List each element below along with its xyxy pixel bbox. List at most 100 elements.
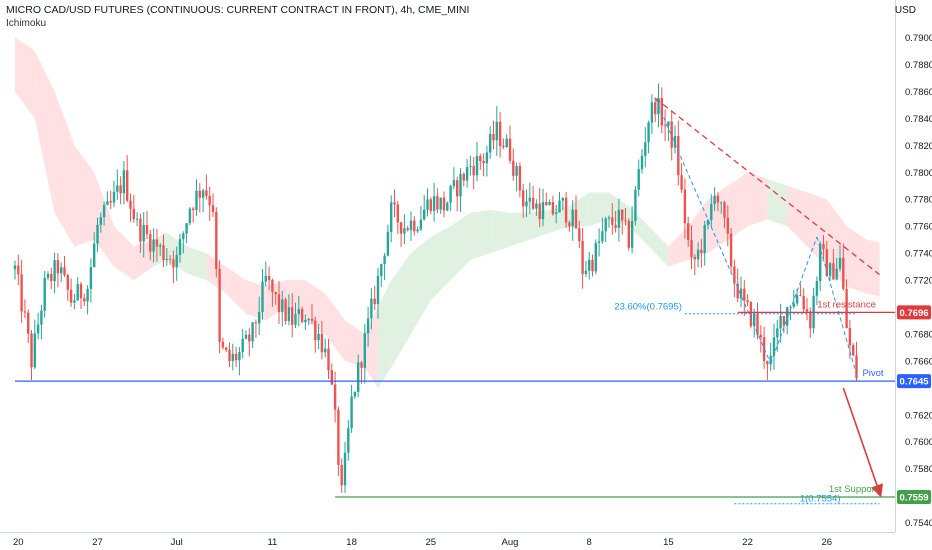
candle-body xyxy=(271,279,274,293)
candle-body xyxy=(231,353,234,362)
cloud-segment xyxy=(450,212,471,281)
candle-body xyxy=(799,295,802,297)
candle-body xyxy=(419,219,423,230)
candle-body xyxy=(317,333,320,341)
resistance-price-tag-text: 0.7696 xyxy=(899,308,928,319)
x-tick-label: Aug xyxy=(502,537,519,548)
candle-body xyxy=(277,294,281,313)
candle-body xyxy=(591,259,594,272)
candle-body xyxy=(782,316,786,326)
candle-body xyxy=(192,208,195,211)
support-label: 1st Support xyxy=(829,484,878,495)
cloud-segment xyxy=(345,320,365,368)
candle-body xyxy=(710,204,713,221)
cloud-segment xyxy=(668,226,689,267)
cloud-segment xyxy=(807,192,827,267)
candle-body xyxy=(571,209,574,227)
candle-body xyxy=(248,334,251,342)
cloud-segment xyxy=(549,205,570,233)
candle-body xyxy=(23,311,27,313)
candle-body xyxy=(677,136,680,176)
pivot-price-tag-bg xyxy=(897,374,931,389)
candle-body xyxy=(267,275,271,280)
candle-body xyxy=(314,320,317,341)
candle-body xyxy=(43,277,46,311)
chart-header: MICRO CAD/USD FUTURES (CONTINUOUS: CURRE… xyxy=(6,4,469,30)
candle-body xyxy=(469,166,472,168)
y-tick-label: 0.7620 xyxy=(905,410,932,421)
x-tick-label: 8 xyxy=(587,537,592,548)
y-tick-label: 0.7680 xyxy=(905,329,932,340)
candle-body xyxy=(601,231,604,242)
cloud-segment xyxy=(364,307,378,388)
candle-body xyxy=(343,452,347,486)
candle-body xyxy=(281,299,284,313)
cloud-segment xyxy=(628,205,649,247)
candle-body xyxy=(241,338,244,352)
candle-body xyxy=(376,276,380,305)
support-price-tag-bg xyxy=(897,489,931,504)
candle-body xyxy=(449,186,452,203)
candle-body xyxy=(680,175,683,190)
candle-body xyxy=(396,204,399,223)
candle-body xyxy=(693,257,696,260)
candle-body xyxy=(855,355,858,379)
candle-body xyxy=(452,180,456,187)
candle-body xyxy=(195,190,198,211)
candle-body xyxy=(505,138,508,148)
candle-body xyxy=(617,209,621,228)
candle-body xyxy=(423,209,426,220)
candle-body xyxy=(251,322,254,342)
candle-body xyxy=(614,224,617,228)
cloud-segment xyxy=(490,210,510,254)
candle-body xyxy=(687,223,690,240)
candle-body xyxy=(33,333,36,368)
candle-body xyxy=(86,288,89,302)
candle-body xyxy=(726,217,729,234)
candle-body xyxy=(102,205,106,218)
candle-body xyxy=(56,260,60,274)
candle-body xyxy=(640,155,644,170)
candle-body xyxy=(73,300,76,303)
candle-body xyxy=(502,146,505,148)
cloud-segment xyxy=(246,280,266,321)
y-tick-label: 0.7600 xyxy=(905,437,932,448)
candle-body xyxy=(390,202,393,232)
x-tick-label: 27 xyxy=(92,537,103,548)
candle-body xyxy=(528,197,531,202)
candle-body xyxy=(155,239,159,247)
cloud-segment xyxy=(411,236,431,334)
cloud-segment xyxy=(708,185,728,254)
candle-body xyxy=(647,122,650,143)
candle-body xyxy=(46,273,50,278)
y-tick-label: 0.7760 xyxy=(905,222,932,233)
candle-body xyxy=(759,334,762,338)
candle-body xyxy=(729,233,733,267)
support-price-tag: 0.7559 xyxy=(897,489,931,504)
candle-body xyxy=(700,249,703,253)
candle-body xyxy=(264,275,267,282)
horizontal-levels: 1st resistance 0.7696 Pivot 0.7645 1st Suppo… xyxy=(15,299,931,504)
candle-body xyxy=(541,202,545,220)
candle-body xyxy=(713,195,716,205)
candle-body xyxy=(287,307,291,321)
x-tick-label: 26 xyxy=(822,537,833,548)
candle-body xyxy=(168,259,172,260)
candle-body xyxy=(409,220,413,231)
candle-body xyxy=(776,328,779,338)
candle-body xyxy=(720,202,723,204)
candle-body xyxy=(842,257,845,289)
fib-100-label: 1(0.7554) xyxy=(800,494,841,505)
currency-label: USD xyxy=(894,5,916,16)
indicator-label: Ichimoku xyxy=(6,18,47,29)
cloud-segment xyxy=(186,246,207,281)
candle-body xyxy=(112,191,116,203)
candle-body xyxy=(347,428,350,453)
candle-body xyxy=(495,121,498,141)
candle-body xyxy=(835,268,838,280)
candle-body xyxy=(324,348,327,353)
candle-body xyxy=(522,190,525,207)
cloud-segment xyxy=(378,280,392,388)
